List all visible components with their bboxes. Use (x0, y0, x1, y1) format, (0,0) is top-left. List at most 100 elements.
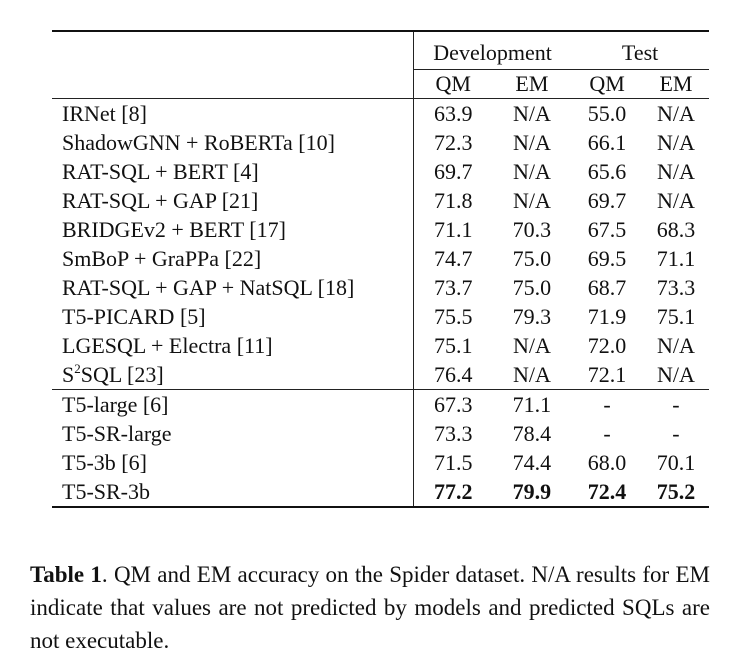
cell-value: N/A (657, 332, 695, 358)
cell-value: 75.1 (656, 303, 696, 329)
table-body: IRNet [8] 63.9 N/A 55.0 N/A ShadowGNN + RoBER… (52, 98, 709, 508)
model-name-cell: T5-SR-large (52, 419, 413, 448)
cell-value: 71.5 (433, 449, 473, 475)
model-name: RAT-SQL + BERT [4] (62, 158, 259, 184)
cell-value: 71.1 (656, 245, 696, 271)
cell-value: 72.4 (587, 478, 627, 504)
cell-value: 75.0 (512, 245, 552, 271)
table-row: RAT-SQL + BERT [4] 69.7 N/A 65.6 N/A (52, 157, 709, 186)
cell-value: 69.7 (433, 158, 473, 184)
cell-value: 75.5 (433, 303, 473, 329)
value-cell: 70.1 (643, 448, 709, 477)
value-cell: 75.5 (412, 302, 493, 331)
model-name: RAT-SQL + GAP + NatSQL [18] (62, 274, 355, 300)
value-cell: 72.4 (571, 477, 643, 508)
header-dev-qm: QM (412, 69, 493, 99)
value-cell: 65.6 (571, 157, 643, 186)
value-cell: N/A (493, 157, 572, 186)
cell-value: 74.7 (433, 245, 473, 271)
cell-value: 70.1 (656, 449, 696, 475)
value-cell: N/A (643, 186, 709, 215)
value-cell: 72.3 (412, 128, 493, 157)
value-cell: 66.1 (571, 128, 643, 157)
table-row: IRNet [8] 63.9 N/A 55.0 N/A (52, 98, 709, 129)
value-cell: 74.7 (412, 244, 493, 273)
model-name-prefix: S (62, 361, 75, 387)
model-name-cell: LGESQL + Electra [11] (52, 331, 413, 360)
value-cell: 70.3 (493, 215, 572, 244)
value-cell: 71.8 (412, 186, 493, 215)
value-cell: N/A (493, 331, 572, 360)
cell-value: 70.3 (512, 216, 552, 242)
table-row: RAT-SQL + GAP [21] 71.8 N/A 69.7 N/A (52, 186, 709, 215)
model-name-cell: S2SQL [23] (52, 360, 413, 390)
table-row: T5-PICARD [5] 75.5 79.3 71.9 75.1 (52, 302, 709, 331)
model-name-cell: RAT-SQL + GAP + NatSQL [18] (52, 273, 413, 302)
value-cell: 72.0 (571, 331, 643, 360)
value-cell: 69.7 (412, 157, 493, 186)
model-name-cell: T5-PICARD [5] (52, 302, 413, 331)
model-name: SmBoP + GraPPa [22] (62, 245, 262, 271)
model-name: T5-SR-3b (62, 478, 150, 504)
header-empty-cell (52, 69, 414, 99)
cell-value: 55.0 (587, 100, 627, 126)
value-cell: 79.3 (493, 302, 572, 331)
value-cell: 78.4 (493, 419, 572, 448)
cell-value: 68.3 (656, 216, 696, 242)
value-cell: 75.1 (412, 331, 493, 360)
cell-value: 71.8 (433, 187, 473, 213)
cell-value: 65.6 (587, 158, 627, 184)
value-cell: 68.3 (643, 215, 709, 244)
cell-value: 72.0 (587, 332, 627, 358)
header-empty-cell (52, 30, 414, 70)
header-development: Development (412, 30, 572, 70)
cell-value: 66.1 (587, 129, 627, 155)
model-name-cell: T5-large [6] (52, 389, 414, 419)
cell-value: 75.2 (656, 478, 696, 504)
cell-value: N/A (657, 100, 695, 126)
cell-value: N/A (512, 332, 551, 358)
model-name-cell: IRNet [8] (52, 99, 413, 129)
cell-value: - (672, 420, 680, 446)
cell-value: 79.3 (512, 303, 552, 329)
header-dev-em: EM (492, 69, 572, 99)
value-cell: N/A (643, 331, 709, 360)
header-test-em: EM (642, 69, 709, 99)
table-row: LGESQL + Electra [11] 75.1 N/A 72.0 N/A (52, 331, 709, 360)
cell-value: 63.9 (433, 100, 473, 126)
cell-value: 67.3 (433, 391, 473, 417)
cell-value: 73.3 (656, 274, 696, 300)
value-cell: N/A (493, 360, 572, 390)
table-row: T5-large [6] 67.3 71.1 - - (52, 389, 709, 419)
group-header-row: Development Test (52, 30, 709, 70)
value-cell: - (571, 389, 643, 419)
cell-value: 71.9 (587, 303, 627, 329)
table-row: T5-SR-3b 77.2 79.9 72.4 75.2 (52, 477, 709, 508)
cell-value: 67.5 (587, 216, 627, 242)
model-name-cell: T5-SR-3b (52, 477, 414, 508)
model-name-superscript: 2 (74, 360, 81, 376)
table-row: T5-SR-large 73.3 78.4 - - (52, 419, 709, 448)
cell-value: N/A (657, 187, 695, 213)
model-name-cell: ShadowGNN + RoBERTa [10] (52, 128, 413, 157)
value-cell: 68.7 (571, 273, 643, 302)
model-name: T5-large [6] (62, 391, 169, 417)
cell-value: N/A (512, 100, 551, 126)
value-cell: 55.0 (571, 99, 643, 129)
cell-value: 74.4 (512, 449, 552, 475)
value-cell: 72.1 (571, 360, 643, 390)
model-name: ShadowGNN + RoBERTa [10] (62, 129, 335, 155)
cell-value: N/A (512, 187, 551, 213)
cell-value: 71.1 (512, 391, 552, 417)
cell-value: 73.7 (433, 274, 473, 300)
value-cell: 75.2 (642, 477, 709, 508)
value-cell: 73.7 (412, 273, 493, 302)
cell-value: 72.3 (433, 129, 473, 155)
sub-header-row: QM EM QM EM (52, 69, 709, 99)
cell-value: 75.1 (433, 332, 473, 358)
value-cell: 69.7 (571, 186, 643, 215)
value-cell: - (642, 389, 709, 419)
model-name-cell: RAT-SQL + BERT [4] (52, 157, 413, 186)
caption-label: Table 1 (30, 562, 102, 587)
value-cell: 67.3 (412, 389, 493, 419)
